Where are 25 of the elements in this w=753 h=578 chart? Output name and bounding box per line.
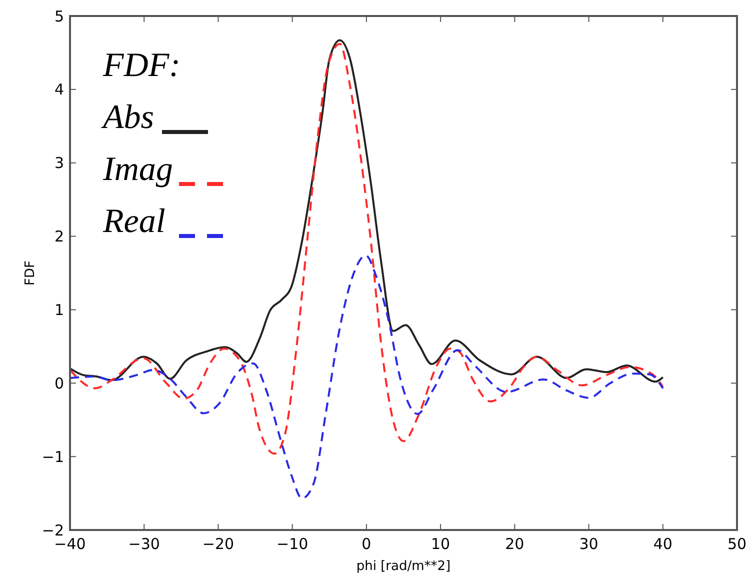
x-tick-label: 10 — [431, 535, 450, 553]
x-tick-label: −10 — [276, 535, 308, 553]
x-tick-label: 50 — [727, 535, 747, 553]
x-tick-label: 0 — [362, 535, 372, 553]
line-series — [69, 39, 664, 383]
y-tick-label: 1 — [54, 300, 64, 319]
x-tick-label: 20 — [505, 535, 524, 553]
y-tick-label: −1 — [42, 448, 64, 466]
y-tick-label: 3 — [54, 154, 64, 172]
x-tick-label: 30 — [579, 535, 598, 553]
x-tick-label: −30 — [128, 535, 160, 553]
line-series — [69, 42, 664, 455]
legend-label: Imag — [102, 151, 173, 188]
y-tick-label: 2 — [54, 228, 64, 246]
x-axis-title: phi [rad/m**2] — [356, 559, 451, 574]
x-tick-label: −20 — [202, 535, 234, 553]
legend-label: Real — [102, 203, 166, 240]
legend-label: Abs — [101, 99, 154, 136]
y-axis-title: FDF — [23, 260, 38, 286]
x-tick-label: 40 — [653, 535, 672, 553]
line-series — [69, 254, 664, 500]
y-tick-label: 4 — [54, 80, 64, 99]
y-tick-label: 5 — [54, 7, 64, 26]
legend-title: FDF: — [102, 47, 180, 84]
y-tick-label: 0 — [54, 374, 64, 392]
